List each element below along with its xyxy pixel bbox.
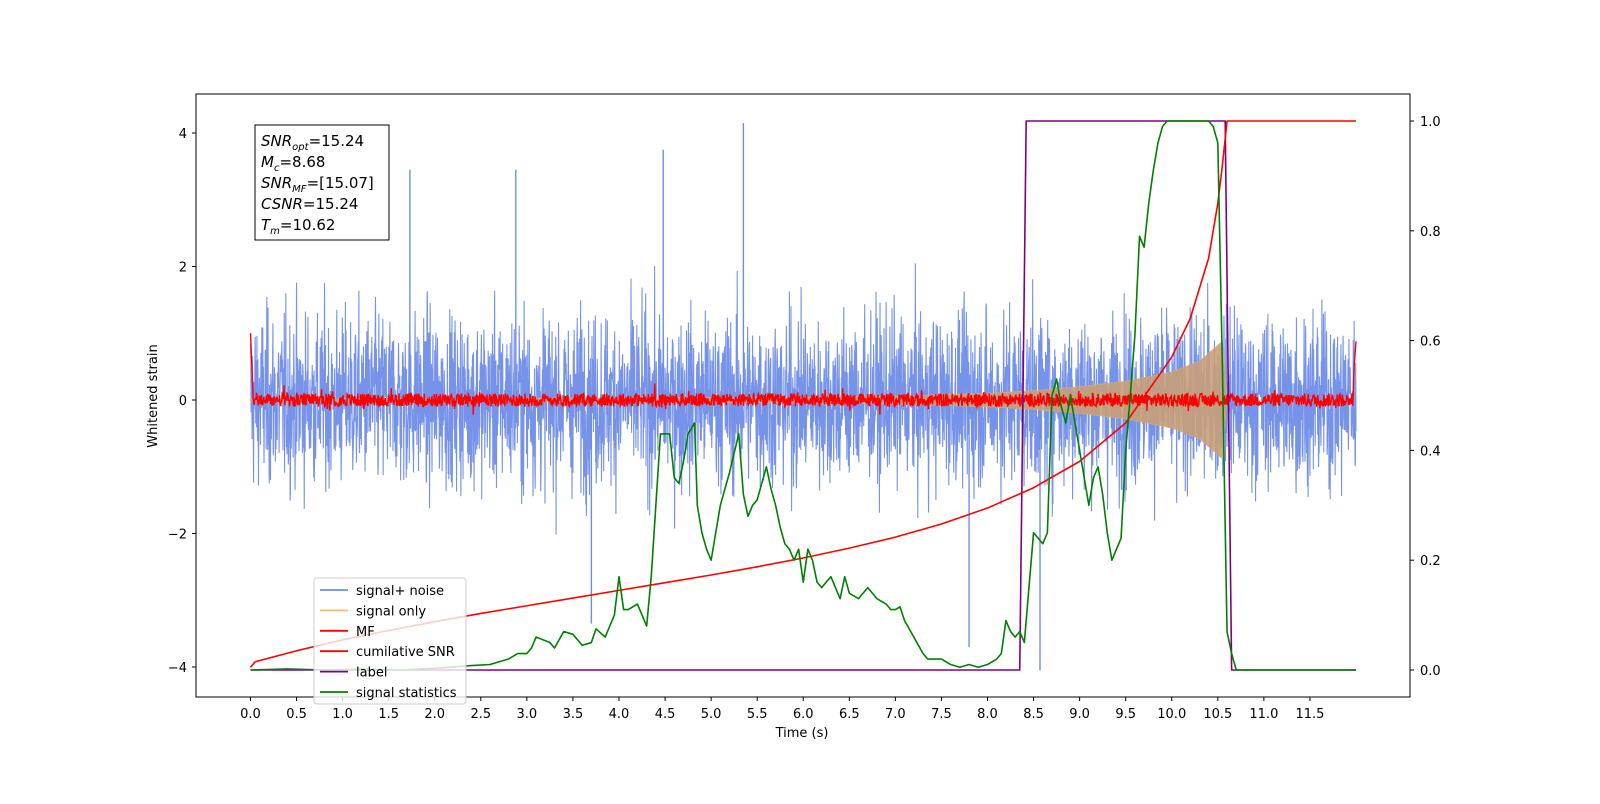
info-tm-value: =10.62 — [280, 216, 336, 234]
y-left-tick-label: 0 — [179, 394, 187, 409]
y-left-tick-label: 4 — [179, 127, 187, 142]
x-tick-label: 11.0 — [1249, 707, 1278, 722]
x-tick-label: 7.5 — [931, 707, 952, 722]
info-snr_mf: SNRMF=[15.07] — [261, 174, 374, 195]
info-snr_mf-subscript: MF — [292, 184, 307, 195]
x-tick-label: 5.0 — [701, 707, 722, 722]
info-mc-value: =8.68 — [279, 153, 325, 171]
x-tick-label: 7.0 — [885, 707, 906, 722]
info-mc-subscript: c — [274, 163, 280, 174]
legend-label: signal+ noise — [356, 584, 444, 599]
y-right-tick-label: 0.6 — [1420, 335, 1441, 350]
info-mc-symbol: M — [261, 153, 274, 171]
legend-label: signal only — [356, 604, 426, 619]
x-tick-label: 8.5 — [1023, 707, 1044, 722]
info-snr_mf-value: =[15.07] — [307, 174, 374, 192]
series-mf — [249, 333, 1357, 415]
y-right-tick-label: 0.0 — [1420, 664, 1441, 679]
info-snr_opt-symbol: SNR — [261, 132, 292, 150]
info-snr_opt-value: =15.24 — [309, 132, 365, 150]
x-tick-label: 3.5 — [563, 707, 584, 722]
info-tm: Tm=10.62 — [261, 216, 335, 237]
x-tick-label: 8.0 — [977, 707, 998, 722]
x-tick-label: 9.5 — [1115, 707, 1136, 722]
info-csnr: CSNR=15.24 — [261, 195, 358, 213]
legend-label: label — [356, 666, 387, 681]
info-tm-symbol: T — [261, 216, 272, 234]
legend-frame — [313, 577, 467, 705]
y-axis-left-ticks: 4 2 0 −2 −4 — [168, 127, 196, 676]
x-tick-label: 4.5 — [655, 707, 676, 722]
x-tick-label: 4.0 — [609, 707, 630, 722]
y-right-tick-label: 0.8 — [1420, 225, 1441, 240]
series-signal-noise — [249, 263, 1357, 535]
y-left-tick-label: −4 — [168, 661, 187, 676]
x-tick-label: 1.5 — [378, 707, 399, 722]
info-box-frame — [254, 124, 390, 241]
x-tick-label: 6.0 — [793, 707, 814, 722]
x-tick-label: 2.5 — [470, 707, 491, 722]
x-tick-label: 0.5 — [286, 707, 307, 722]
x-tick-label: 11.5 — [1295, 707, 1324, 722]
info-csnr-value: =15.24 — [303, 195, 359, 213]
y-axis-right-ticks: 1.0 0.8 0.6 0.4 0.2 0.0 — [1410, 115, 1441, 679]
x-tick-label: 5.5 — [747, 707, 768, 722]
legend-label: cumilative SNR — [356, 645, 455, 660]
legend-label: signal statistics — [356, 686, 457, 701]
legend: signal+ noise signal only MF cumilative SNR… — [313, 577, 467, 705]
x-tick-label: 9.0 — [1069, 707, 1090, 722]
y-right-tick-label: 1.0 — [1420, 115, 1441, 130]
y-right-tick-label: 0.4 — [1420, 444, 1441, 459]
info-csnr-symbol: CSNR — [261, 195, 303, 213]
y-axis-label: Whitened strain — [146, 344, 161, 447]
info-mc: Mc=8.68 — [261, 153, 325, 174]
info-snr_mf-symbol: SNR — [261, 174, 292, 192]
y-left-tick-label: −2 — [168, 528, 187, 543]
info-tm-subscript: m — [270, 226, 280, 237]
info-box: SNRopt=15.24Mc=8.68SNRMF=[15.07]CSNR=15.… — [254, 124, 390, 241]
x-axis-label: Time (s) — [775, 726, 829, 741]
x-tick-label: 10.0 — [1157, 707, 1186, 722]
series-signal-statistics — [250, 120, 1356, 671]
info-snr_opt-subscript: opt — [292, 142, 309, 153]
x-tick-label: 0.0 — [240, 707, 261, 722]
y-left-tick-label: 2 — [179, 261, 187, 276]
x-tick-label: 6.5 — [839, 707, 860, 722]
y-right-tick-label: 0.2 — [1420, 554, 1441, 569]
x-tick-label: 3.0 — [517, 707, 538, 722]
legend-label: MF — [356, 625, 375, 640]
x-tick-label: 1.0 — [332, 707, 353, 722]
x-tick-label: 2.0 — [424, 707, 445, 722]
info-snr_opt: SNRopt=15.24 — [261, 132, 364, 153]
series-layer — [249, 120, 1357, 671]
x-tick-label: 10.5 — [1203, 707, 1232, 722]
